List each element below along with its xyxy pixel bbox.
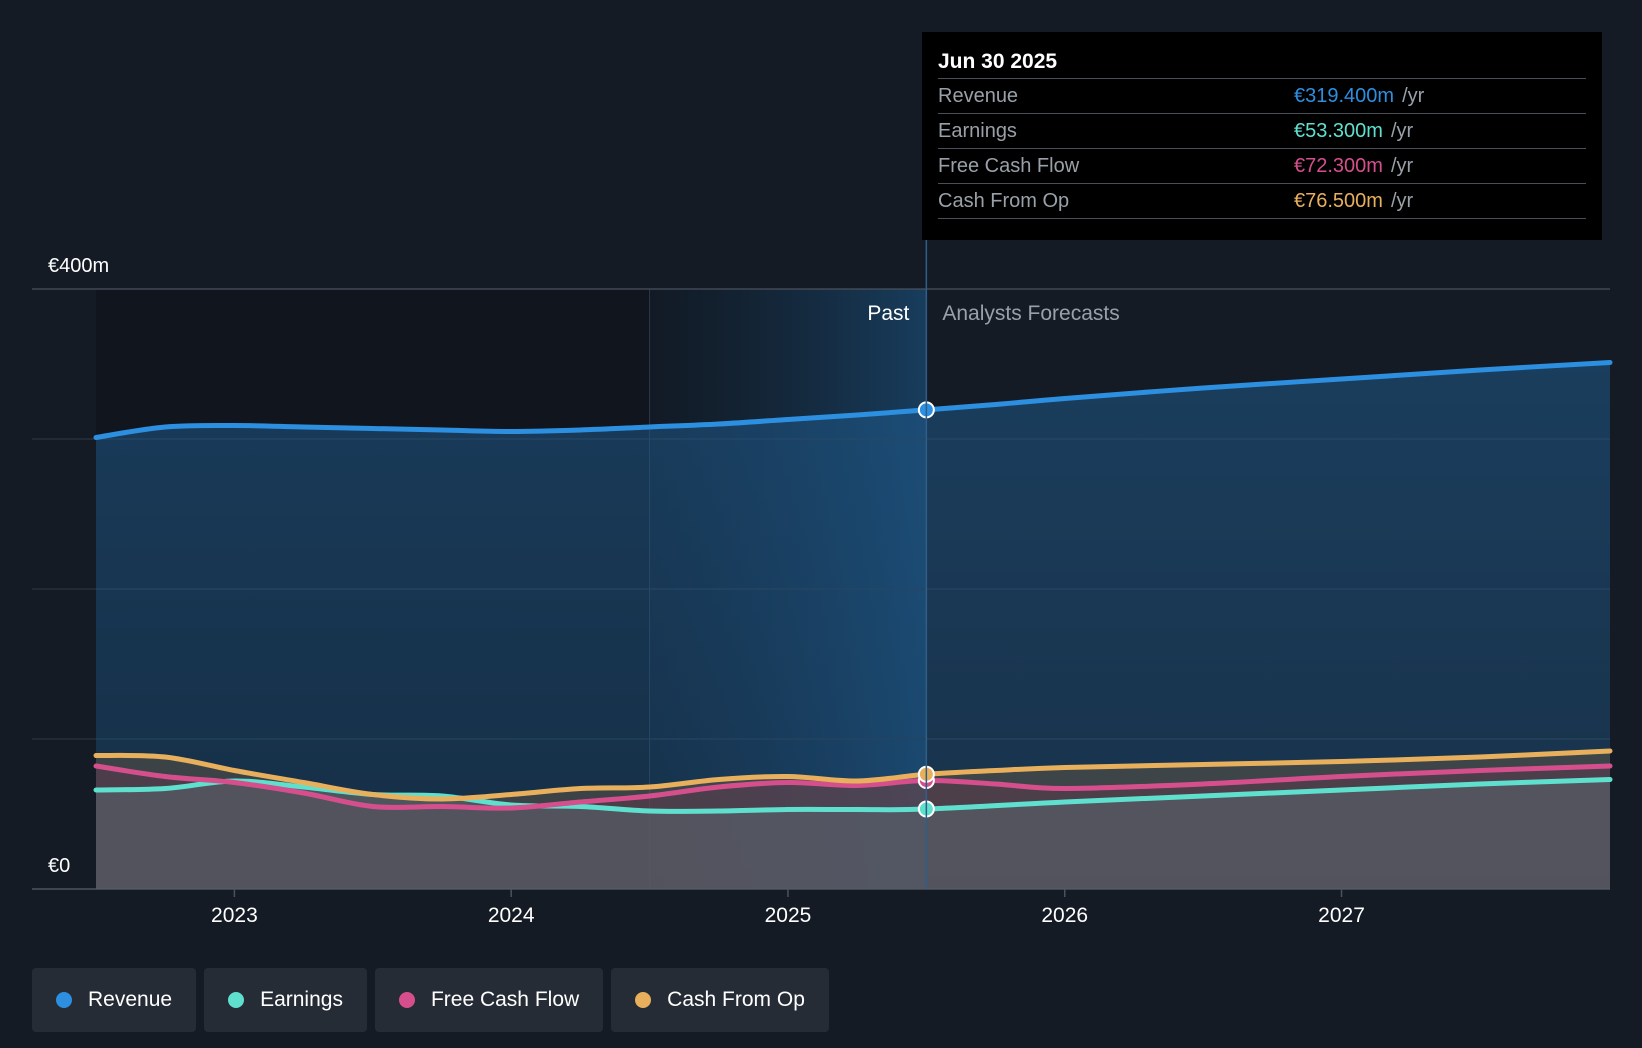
tooltip-label: Earnings [938, 120, 1017, 142]
tooltip-unit: /yr [1390, 155, 1414, 177]
tooltip-row-free-cash-flow: Free Cash Flow €72.300m /yr [938, 149, 1586, 184]
legend-item-revenue[interactable]: Revenue [32, 968, 197, 1032]
past-label: Past [867, 302, 909, 325]
legend-label: Cash From Op [667, 988, 805, 1011]
tooltip-unit: /yr [1390, 120, 1414, 142]
x-tick-label: 2027 [1318, 904, 1365, 927]
tooltip-unit: /yr [1390, 190, 1414, 212]
revenue-area [96, 362, 1610, 889]
forecast-label: Analysts Forecasts [942, 302, 1119, 325]
tooltip-row-cash-from-op: Cash From Op €76.500m /yr [938, 184, 1586, 219]
tooltip-row-earnings: Earnings €53.300m /yr [938, 114, 1586, 149]
legend-dot-icon [228, 992, 245, 1008]
x-tick-label: 2023 [211, 904, 258, 927]
legend-item-free-cash-flow[interactable]: Free Cash Flow [374, 968, 604, 1032]
legend: Revenue Earnings Free Cash Flow Cash Fro… [32, 968, 829, 1032]
tooltip-label: Cash From Op [938, 190, 1070, 212]
legend-item-earnings[interactable]: Earnings [204, 968, 367, 1032]
x-tick-label: 2025 [765, 904, 812, 927]
legend-label: Earnings [260, 988, 343, 1011]
y-tick-label-top: €400m [48, 255, 109, 277]
free-cash-flow-line [93, 763, 1613, 811]
x-tick-label: 2026 [1041, 904, 1088, 927]
tooltip-label: Free Cash Flow [938, 155, 1080, 177]
tooltip-value: €319.400m [1294, 85, 1395, 107]
legend-label: Revenue [88, 988, 173, 1011]
y-tick-label-zero: €0 [48, 855, 70, 877]
legend-dot-icon [398, 992, 415, 1008]
tooltip-value: €72.300m [1294, 155, 1383, 177]
legend-item-cash-from-op[interactable]: Cash From Op [611, 968, 829, 1032]
tooltip-value: €76.500m [1294, 190, 1383, 212]
tooltip-value: €53.300m [1294, 120, 1383, 142]
tooltip-label: Revenue [938, 85, 1019, 107]
tooltip-unit: /yr [1402, 85, 1425, 107]
earnings-line [93, 777, 1613, 814]
tooltip-panel: Jun 30 2025 Revenue €319.400m /yr Earnin… [922, 32, 1602, 240]
tooltip-row-revenue: Revenue €319.400m /yr [938, 79, 1586, 114]
legend-dot-icon [56, 992, 72, 1008]
x-tick-label: 2024 [488, 904, 535, 927]
legend-dot-icon [635, 992, 652, 1008]
cash-from-op-line [93, 748, 1613, 802]
legend-label: Free Cash Flow [430, 988, 580, 1011]
revenue-line [93, 360, 1613, 440]
tooltip-date: Jun 30 2025 [938, 46, 1586, 79]
